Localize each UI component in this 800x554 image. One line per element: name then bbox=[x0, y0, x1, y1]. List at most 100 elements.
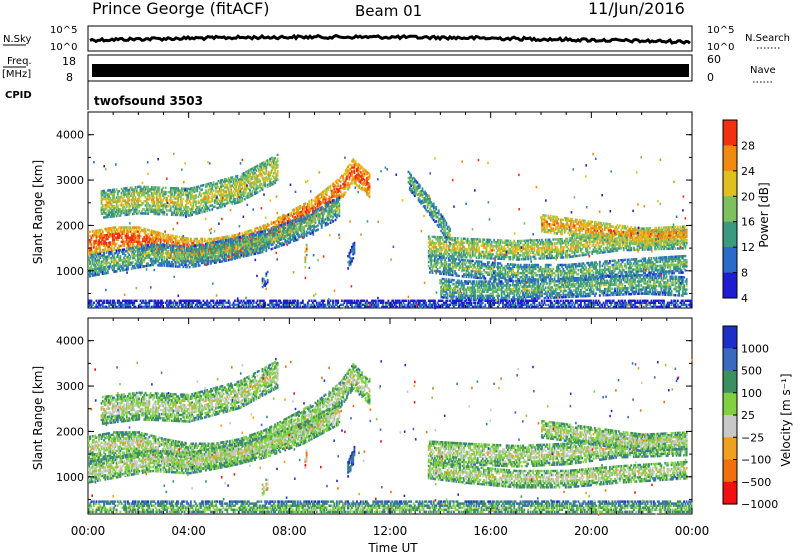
echo-cell bbox=[351, 183, 353, 185]
echo-cell bbox=[206, 242, 208, 244]
echo-cell bbox=[244, 192, 246, 194]
echo-cell bbox=[259, 180, 261, 182]
echo-cell bbox=[191, 255, 193, 257]
echo-cell bbox=[340, 185, 342, 187]
echo-cell bbox=[335, 219, 337, 221]
echo-cell bbox=[112, 231, 114, 233]
echo-cell bbox=[277, 170, 279, 172]
echo-cell bbox=[171, 199, 173, 201]
echo-cell bbox=[181, 204, 183, 206]
echo-cell bbox=[175, 263, 177, 265]
echo-cell bbox=[148, 194, 150, 196]
echo-cell bbox=[237, 175, 239, 177]
echo-cell bbox=[165, 187, 167, 189]
echo-cell bbox=[230, 197, 232, 199]
echo-cell bbox=[369, 183, 371, 185]
echo-cell bbox=[107, 270, 109, 272]
echo-cell bbox=[181, 245, 183, 247]
echo-cell bbox=[461, 237, 463, 239]
echo-cell bbox=[264, 181, 266, 183]
echo-cell bbox=[120, 269, 122, 271]
echo-cell bbox=[279, 228, 281, 230]
echo-cell bbox=[155, 207, 157, 209]
echo-cell bbox=[268, 224, 270, 226]
echo-cell bbox=[89, 231, 91, 233]
echo-cell bbox=[252, 178, 254, 180]
echo-cell bbox=[483, 239, 485, 241]
echo-cell bbox=[428, 235, 430, 237]
echo-cell bbox=[277, 154, 279, 156]
echo-cell bbox=[259, 190, 261, 192]
echo-cell bbox=[170, 205, 172, 207]
echo-cell bbox=[521, 240, 523, 242]
echo-cell bbox=[165, 233, 167, 235]
echo-cell bbox=[262, 174, 264, 176]
echo-cell bbox=[340, 191, 342, 193]
echo-cell bbox=[320, 215, 322, 217]
echo-cell bbox=[192, 259, 194, 261]
echo-cell bbox=[165, 191, 167, 193]
echo-cell bbox=[185, 264, 187, 266]
echo-cell bbox=[355, 161, 357, 163]
echo-cell bbox=[530, 256, 532, 258]
echo-cell bbox=[273, 241, 275, 243]
echo-cell bbox=[240, 254, 242, 256]
echo-cell bbox=[429, 240, 431, 242]
nsearch-label: N.Search bbox=[745, 33, 790, 44]
echo-cell bbox=[167, 242, 169, 244]
echo-cell bbox=[527, 256, 529, 258]
echo-cell bbox=[145, 196, 147, 198]
echo-cell bbox=[126, 205, 128, 207]
echo-cell bbox=[176, 235, 178, 237]
echo-cell bbox=[478, 249, 480, 251]
echo-cell bbox=[160, 197, 162, 199]
echo-cell bbox=[224, 247, 226, 249]
echo-cell bbox=[257, 248, 259, 250]
echo-cell bbox=[143, 208, 145, 210]
echo-cell bbox=[127, 233, 129, 235]
echo-cell bbox=[195, 200, 197, 202]
echo-cell bbox=[274, 157, 276, 159]
echo-cell bbox=[434, 236, 436, 238]
echo-cell bbox=[160, 240, 162, 242]
echo-cell bbox=[313, 210, 315, 212]
echo-cell bbox=[284, 227, 286, 229]
echo-cell bbox=[229, 253, 231, 255]
echo-cell bbox=[330, 185, 332, 187]
echo-cell bbox=[209, 184, 211, 186]
echo-cell bbox=[209, 193, 211, 195]
echo-cell bbox=[491, 257, 493, 259]
echo-cell bbox=[277, 174, 279, 176]
echo-cell bbox=[201, 238, 203, 240]
echo-cell bbox=[199, 206, 201, 208]
nsky-tick-top: 10^5 bbox=[50, 25, 77, 36]
echo-cell bbox=[187, 237, 189, 239]
echo-cell bbox=[267, 159, 269, 161]
echo-cell bbox=[140, 235, 142, 237]
echo-cell bbox=[482, 251, 484, 253]
echo-cell bbox=[292, 220, 294, 222]
echo-cell bbox=[135, 250, 137, 252]
echo-cell bbox=[114, 226, 116, 228]
echo-cell bbox=[507, 240, 509, 242]
echo-cell bbox=[190, 260, 192, 262]
echo-cell bbox=[98, 259, 100, 261]
echo-cell bbox=[111, 245, 113, 247]
echo-cell bbox=[167, 234, 169, 236]
echo-cell bbox=[234, 198, 236, 200]
nsky-strip: N.Sky 10^5 10^0 10^5 10^0 N.Search bbox=[3, 25, 790, 53]
nsky-tick-bottom: 10^0 bbox=[50, 42, 77, 53]
echo-cell bbox=[206, 249, 208, 251]
echo-cell bbox=[315, 222, 317, 224]
echo-cell bbox=[132, 261, 134, 263]
echo-cell bbox=[196, 244, 198, 246]
echo-cell bbox=[135, 196, 137, 198]
echo-cell bbox=[146, 248, 148, 250]
echo-cell bbox=[204, 238, 206, 240]
echo-cell bbox=[111, 251, 113, 253]
echo-cell bbox=[364, 179, 366, 181]
echo-cell bbox=[310, 210, 312, 212]
echo-cell bbox=[180, 208, 182, 210]
echo-cell bbox=[136, 188, 138, 190]
